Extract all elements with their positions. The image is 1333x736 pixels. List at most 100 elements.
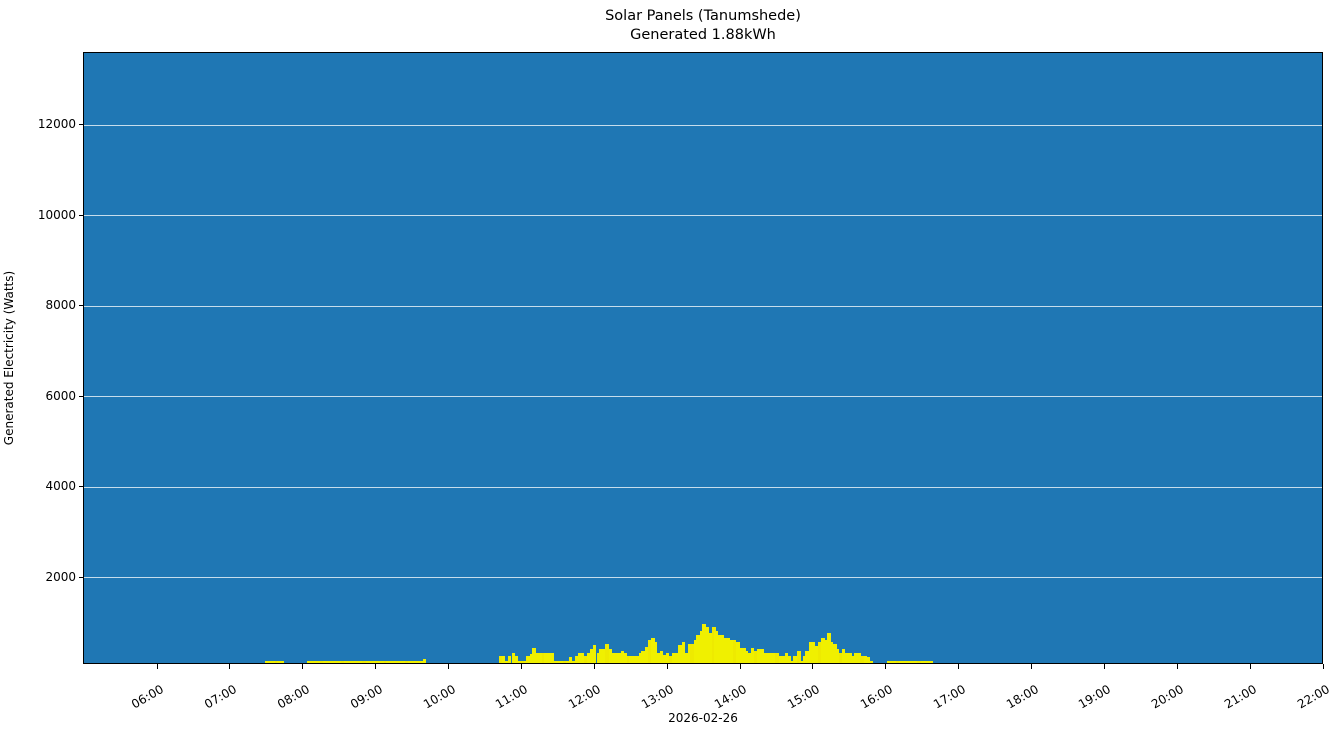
bar xyxy=(845,652,850,663)
bar xyxy=(390,661,394,663)
bar xyxy=(766,652,771,663)
bar xyxy=(264,661,269,663)
x-tick xyxy=(1322,664,1324,669)
x-tick xyxy=(593,664,595,669)
bar xyxy=(377,661,382,663)
bar xyxy=(386,661,391,663)
bar xyxy=(374,661,378,663)
x-tick xyxy=(1103,664,1105,669)
bar xyxy=(768,652,773,663)
bar xyxy=(602,649,607,663)
y-tick xyxy=(79,395,83,397)
bar xyxy=(380,661,384,663)
bar xyxy=(560,660,564,663)
bar xyxy=(623,652,627,663)
bar xyxy=(929,661,933,663)
bar xyxy=(410,661,415,663)
bar xyxy=(693,640,698,663)
bar xyxy=(851,656,856,663)
bar xyxy=(841,649,846,663)
bar xyxy=(544,652,548,663)
bar xyxy=(639,652,643,663)
bar xyxy=(329,661,333,663)
bar xyxy=(341,661,346,663)
bar xyxy=(775,652,779,663)
bar xyxy=(890,661,895,663)
bar xyxy=(578,652,582,663)
bar xyxy=(744,651,749,663)
bar xyxy=(829,642,834,663)
bar xyxy=(724,637,728,663)
bar xyxy=(562,660,567,663)
bar xyxy=(748,652,752,663)
y-tick-label: 8000 xyxy=(45,298,76,313)
bar xyxy=(920,661,925,663)
bar xyxy=(368,661,372,663)
bar xyxy=(671,652,676,663)
bar xyxy=(499,656,503,663)
bar xyxy=(513,656,518,663)
gridline xyxy=(84,396,1322,398)
bar xyxy=(566,660,570,663)
bar xyxy=(347,661,352,663)
bar xyxy=(857,652,862,663)
bar xyxy=(778,656,783,663)
bar xyxy=(869,660,874,663)
bar xyxy=(319,661,324,663)
bar xyxy=(732,640,737,663)
bar xyxy=(359,661,364,663)
x-tick-label: 08:00 xyxy=(274,682,312,712)
gridline xyxy=(84,124,1322,126)
x-tick-label: 15:00 xyxy=(784,682,822,712)
bar xyxy=(736,642,740,663)
bar xyxy=(793,656,797,663)
bar xyxy=(414,661,418,663)
y-tick xyxy=(79,214,83,216)
bar xyxy=(529,653,534,663)
bar xyxy=(547,652,552,663)
x-axis-title: 2026-02-26 xyxy=(668,711,738,725)
x-tick xyxy=(520,664,522,669)
bar xyxy=(592,644,597,663)
bar xyxy=(787,656,791,663)
bar xyxy=(917,661,921,663)
bar xyxy=(781,656,785,663)
x-tick-label: 07:00 xyxy=(201,682,239,712)
bar xyxy=(568,657,573,663)
bar xyxy=(750,648,755,663)
gridline xyxy=(84,305,1322,307)
bar xyxy=(708,633,712,663)
bar xyxy=(726,637,731,663)
bar xyxy=(886,661,891,663)
x-tick xyxy=(229,664,231,669)
bar xyxy=(356,661,360,663)
x-tick-label: 21:00 xyxy=(1222,682,1260,712)
bar xyxy=(383,661,388,663)
chart-title: Solar Panels (Tanumshede) xyxy=(605,8,801,24)
bar xyxy=(535,652,540,663)
bar xyxy=(847,652,852,663)
bar xyxy=(317,661,321,663)
bar xyxy=(796,651,801,663)
bar xyxy=(629,656,633,663)
bar xyxy=(892,661,897,663)
bar xyxy=(398,661,403,663)
bar xyxy=(556,660,561,663)
bar xyxy=(611,652,615,663)
x-tick xyxy=(739,664,741,669)
x-tick-label: 16:00 xyxy=(857,682,895,712)
y-tick xyxy=(79,486,83,488)
bar xyxy=(608,649,613,663)
bar xyxy=(635,656,639,663)
bar xyxy=(598,649,603,663)
x-tick-label: 13:00 xyxy=(639,682,677,712)
x-tick-label: 22:00 xyxy=(1295,682,1332,712)
bar xyxy=(408,661,412,663)
bar xyxy=(349,661,354,663)
bar xyxy=(839,652,844,663)
x-tick-label: 12:00 xyxy=(566,682,604,712)
x-tick xyxy=(812,664,814,669)
x-tick xyxy=(885,664,887,669)
bar xyxy=(659,651,664,663)
bar xyxy=(651,637,655,663)
